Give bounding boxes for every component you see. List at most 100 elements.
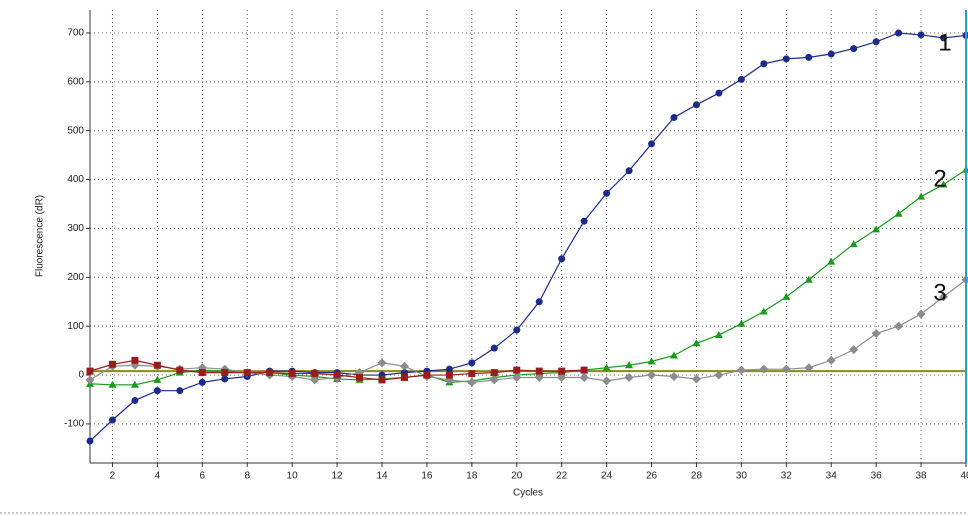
data-point [872,38,880,46]
data-point [558,367,566,375]
data-point [399,361,409,371]
data-point [872,225,881,233]
data-point [490,344,498,352]
data-point [648,140,656,148]
x-tick-label: 36 [871,471,883,482]
data-point [871,329,881,339]
data-point [894,209,903,217]
data-point [131,396,139,404]
data-point [535,367,543,375]
y-tick-label: 400 [67,174,84,185]
data-point [669,372,679,382]
x-tick-label: 40 [960,471,968,482]
y-tick-label: 200 [67,272,84,283]
data-point [423,371,431,379]
data-point [670,351,678,359]
data-point [827,257,836,265]
data-point [445,365,453,373]
data-point [849,345,859,355]
data-point [917,31,925,39]
data-point [513,326,521,334]
data-point [333,371,341,379]
data-point [759,364,769,374]
data-point [691,374,701,384]
x-tick-label: 2 [110,471,116,482]
x-axis-label: Cycles [513,488,543,499]
y-tick-label: 500 [67,125,84,136]
x-tick-label: 28 [691,471,703,482]
y-tick-label: 100 [67,321,84,332]
data-point [603,189,611,197]
data-point [714,330,723,338]
data-point [489,375,499,385]
x-tick-label: 34 [826,471,838,482]
data-point [400,373,408,381]
data-point [782,292,791,300]
data-point [468,370,476,378]
x-tick-label: 8 [244,471,250,482]
data-point [558,255,566,263]
x-tick-label: 4 [155,471,161,482]
data-point [580,217,588,225]
data-point [647,357,656,365]
data-point [198,378,206,386]
data-point [176,366,184,374]
data-point [108,380,117,388]
x-tick-label: 10 [287,471,299,482]
data-point [782,55,790,63]
data-point [804,363,814,373]
data-point [198,369,206,377]
data-point [692,339,701,347]
data-point [939,292,949,302]
data-point [805,53,813,61]
data-point [445,371,453,379]
data-point [940,34,948,42]
y-tick-label: 0 [78,370,84,381]
data-point [221,375,229,383]
x-tick-label: 16 [421,471,433,482]
x-tick-label: 14 [376,471,388,482]
x-tick-label: 30 [736,471,748,482]
x-tick-label: 20 [511,471,523,482]
data-point [916,309,926,319]
data-point [895,29,903,37]
x-tick-label: 12 [332,471,344,482]
y-tick-label: 700 [67,28,84,39]
x-tick-label: 24 [601,471,613,482]
y-tick-label: -100 [64,419,84,430]
data-point [512,372,522,382]
data-point [153,375,162,383]
data-point [602,363,611,371]
data-point [490,369,498,377]
data-point [624,372,634,382]
data-point [580,366,588,374]
y-tick-label: 600 [67,76,84,87]
data-point [714,370,724,380]
data-point [86,367,94,375]
data-point [131,356,139,364]
series-line [89,169,967,386]
series-line [89,32,967,442]
x-tick-label: 6 [200,471,206,482]
data-point [153,387,161,395]
data-point [760,60,768,68]
data-point [243,369,251,377]
data-point [153,361,161,369]
annotation: 2 [933,165,946,192]
data-point [670,114,678,122]
data-point [176,387,184,395]
data-point [849,240,858,248]
data-point [625,167,633,175]
data-point [692,101,700,109]
data-point [130,380,139,388]
data-point [86,437,94,445]
annotation: 1 [938,29,951,56]
data-point [221,369,229,377]
data-point [804,275,813,283]
data-point [917,192,926,200]
data-point [535,298,543,306]
data-point [579,372,589,382]
series-line [89,279,967,383]
x-tick-label: 18 [466,471,478,482]
data-point [781,364,791,374]
